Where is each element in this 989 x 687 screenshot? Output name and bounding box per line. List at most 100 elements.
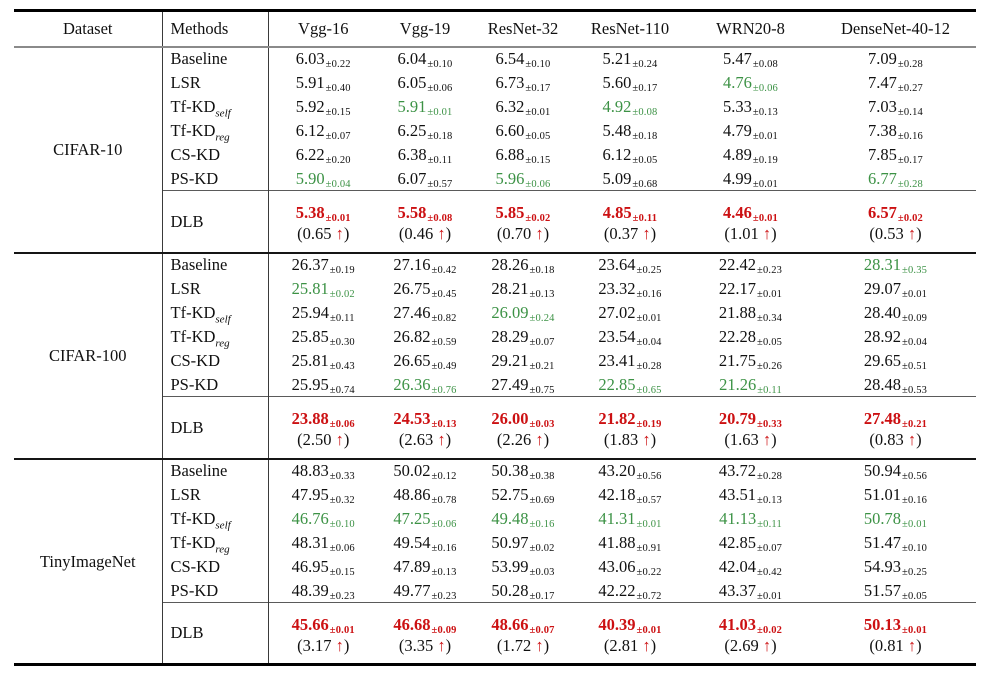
error-value: 50.97 (491, 532, 529, 552)
error-value: 23.88 (291, 409, 329, 429)
improvement-value: (0.46 ↑) (398, 223, 452, 243)
error-value: 6.57 (867, 203, 897, 223)
result-cell: 51.57±0.05 (815, 579, 976, 603)
error-value: 6.60 (495, 120, 525, 140)
dlb-result-cell: 26.00±0.03 (2.26 ↑) (472, 396, 574, 459)
error-value: 53.99 (491, 556, 529, 576)
error-value: 6.03 (295, 49, 325, 69)
dlb-result-cell: 6.57±0.02 (0.53 ↑) (815, 190, 976, 253)
error-value: 29.65 (863, 350, 901, 370)
result-cell: 5.90±0.04 (268, 167, 378, 191)
up-arrow-icon: ↑ (335, 429, 344, 449)
error-value: 50.28 (491, 580, 529, 600)
up-arrow-icon: ↑ (642, 635, 651, 655)
std-dev: ±0.12 (431, 471, 457, 483)
std-dev: ±0.01 (636, 625, 662, 637)
error-value: 7.03 (867, 96, 897, 116)
result-cell: 48.86±0.78 (378, 483, 472, 507)
result-cell: 26.37±0.19 (268, 251, 378, 277)
std-dev: ±0.74 (329, 384, 355, 396)
std-dev: ±0.21 (529, 360, 555, 372)
col-header-methods: Methods (162, 10, 269, 48)
improvement-value: (0.81 ↑) (869, 635, 922, 655)
std-dev: ±0.22 (325, 59, 351, 71)
result-cell: 4.92±0.08 (574, 95, 686, 119)
error-value: 25.81 (291, 278, 329, 298)
std-dev: ±0.24 (529, 312, 555, 324)
error-value: 4.99 (722, 168, 752, 188)
result-cell: 27.16±0.42 (378, 251, 472, 277)
error-value: 22.85 (598, 374, 636, 394)
std-dev: ±0.78 (431, 494, 457, 506)
std-dev: ±0.18 (529, 265, 555, 277)
result-cell: 21.75±0.26 (686, 349, 815, 373)
std-dev: ±0.02 (756, 625, 783, 637)
std-dev: ±0.57 (427, 178, 453, 190)
error-value: 6.32 (495, 96, 525, 116)
result-cell: 6.12±0.07 (268, 119, 378, 143)
result-cell: 6.60±0.05 (472, 119, 574, 143)
result-cell: 6.07±0.57 (378, 167, 472, 191)
std-dev: ±0.32 (329, 494, 355, 506)
std-dev: ±0.17 (525, 82, 551, 94)
error-value: 7.38 (867, 120, 897, 140)
dlb-error-value: 6.57±0.02 (815, 200, 976, 225)
std-dev: ±0.18 (427, 130, 453, 142)
up-arrow-icon: ↑ (535, 635, 544, 655)
error-value: 26.37 (291, 255, 329, 275)
method-name: LSR (162, 482, 269, 507)
std-dev: ±0.02 (897, 213, 923, 225)
dlb-error-value: 5.85±0.02 (472, 200, 574, 224)
std-dev: ±0.33 (756, 419, 783, 431)
method-name-dlb: DLB (162, 190, 269, 253)
result-cell: 49.77±0.23 (378, 579, 472, 603)
std-dev: ±0.72 (636, 590, 662, 602)
error-value: 48.86 (393, 484, 431, 504)
dlb-error-value: 5.38±0.01 (269, 200, 379, 224)
error-value: 27.16 (393, 255, 431, 275)
error-value: 43.51 (718, 484, 756, 504)
error-value: 7.47 (867, 72, 897, 92)
std-dev: ±0.11 (632, 213, 658, 225)
std-dev: ±0.04 (636, 336, 662, 348)
result-cell: 43.72±0.28 (686, 457, 815, 483)
up-arrow-icon: ↑ (642, 223, 651, 243)
error-value: 25.94 (291, 302, 329, 322)
result-cell: 6.77±0.28 (815, 167, 976, 191)
method-row: CS-KD 6.22±0.20 6.38±0.11 6.88±0.15 6.12±0.0… (14, 142, 976, 167)
result-cell: 6.12±0.05 (574, 143, 686, 167)
dlb-error-value: 23.88±0.06 (269, 406, 379, 430)
dlb-result-cell: 21.82±0.19 (1.83 ↑) (574, 396, 686, 459)
result-cell: 6.25±0.18 (378, 119, 472, 143)
error-value: 23.41 (598, 350, 636, 370)
result-cell: 6.22±0.20 (268, 143, 378, 167)
method-name: Tf-KDself (162, 94, 269, 119)
result-cell: 43.51±0.13 (686, 483, 815, 507)
up-arrow-icon: ↑ (535, 223, 544, 243)
error-value: 26.65 (393, 350, 431, 370)
std-dev: ±0.91 (636, 542, 662, 554)
header-row: Dataset Methods Vgg-16 Vgg-19 ResNet-32 … (14, 10, 976, 48)
error-value: 6.38 (397, 144, 427, 164)
std-dev: ±0.05 (632, 154, 658, 166)
result-cell: 7.03±0.14 (815, 95, 976, 119)
error-value: 54.93 (863, 556, 901, 576)
improvement-value: (2.81 ↑) (603, 635, 657, 655)
std-dev: ±0.69 (529, 494, 555, 506)
result-cell: 42.22±0.72 (574, 579, 686, 603)
error-value: 47.95 (291, 484, 329, 504)
dlb-result-cell: 46.68±0.09 (3.35 ↑) (378, 602, 472, 665)
method-name: CS-KD (162, 554, 269, 579)
dlb-error-value: 40.39±0.01 (574, 612, 686, 637)
error-value: 5.60 (602, 72, 632, 92)
error-value: 4.89 (722, 144, 752, 164)
dlb-result-cell: 50.13±0.01 (0.81 ↑) (815, 602, 976, 665)
dlb-result-cell: 48.66±0.07 (1.72 ↑) (472, 602, 574, 665)
improvement-value: (0.83 ↑) (869, 429, 922, 449)
std-dev: ±0.24 (632, 59, 658, 71)
error-value: 28.26 (491, 255, 529, 275)
dlb-result-cell: 45.66±0.01 (3.17 ↑) (268, 602, 378, 665)
method-name-dlb: DLB (162, 396, 269, 459)
method-name: LSR (162, 276, 269, 301)
method-row: Tf-KDself 5.92±0.15 5.91±0.01 6.32±0.01 4.92… (14, 94, 976, 119)
